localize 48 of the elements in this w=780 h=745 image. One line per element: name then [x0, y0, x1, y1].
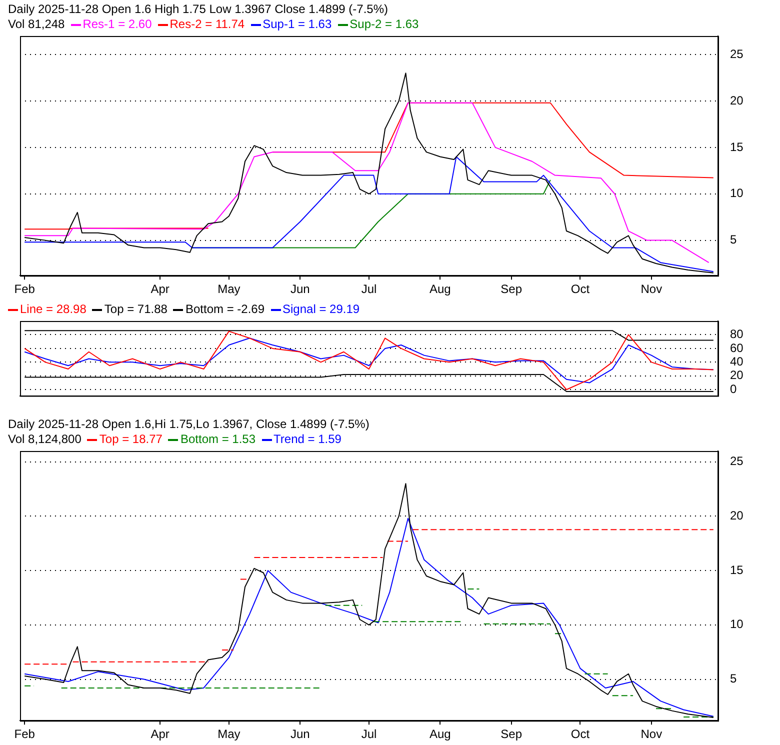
x-tick-label: Jul — [361, 727, 377, 742]
legend-label: Line = 28.98 — [20, 302, 86, 316]
legend-label: Top = 18.77 — [99, 432, 162, 446]
legend-label: Res-2 = 11.74 — [170, 17, 245, 31]
x-tick-label: Apr — [150, 727, 170, 742]
y-tick-label: 20 — [730, 368, 744, 382]
legend-label: Trend = 1.59 — [274, 432, 342, 446]
y-tick-label: 80 — [730, 327, 744, 342]
y-tick-label: 20 — [730, 508, 744, 523]
x-tick-label: May — [218, 282, 240, 296]
y-tick-label: 15 — [730, 140, 744, 154]
y-tick-label: 20 — [730, 93, 744, 108]
y-tick-label: 5 — [730, 672, 737, 686]
x-tick-label: Oct — [570, 282, 590, 296]
y-tick-label: 60 — [730, 340, 744, 355]
x-tick-label: Sep — [500, 727, 522, 742]
y-tick-label: 40 — [730, 354, 744, 368]
y-tick-label: 25 — [730, 46, 744, 61]
legend-label: Res-1 = 2.60 — [82, 17, 152, 31]
chart-title: Daily 2025-11-28 Open 1.6 High 1.75 Low 1.3967 Close 1.4899 (-7.5%) — [8, 2, 390, 17]
chart-title: Daily 2025-11-28 Open 1.6,Hi 1.75,Lo 1.3967, Close 1.4899 (-7.5%) — [8, 417, 370, 432]
x-tick-label: Feb — [14, 727, 36, 742]
y-tick-label: 10 — [730, 617, 744, 632]
x-tick-label: Jul — [361, 282, 377, 296]
x-tick-label: Apr — [150, 282, 170, 296]
y-tick-label: 25 — [730, 454, 744, 468]
legend-label: Sup-2 = 1.63 — [350, 17, 419, 31]
legend-label: Top = 71.88 — [104, 302, 168, 316]
text: Vol 81,248 — [8, 17, 65, 31]
x-tick-label: Sep — [500, 282, 522, 296]
legend-label: Bottom = 1.53 — [180, 432, 256, 446]
legend-label: Sup-1 = 1.63 — [262, 17, 332, 31]
text: Vol 8,124,800 — [8, 432, 82, 446]
x-tick-label: Jun — [290, 282, 310, 296]
y-tick-label: 10 — [730, 186, 744, 200]
x-tick-label: Oct — [570, 727, 590, 742]
x-tick-label: Aug — [430, 727, 451, 742]
y-tick-label: 5 — [730, 232, 737, 247]
legend-label: Bottom = -2.69 — [185, 302, 265, 316]
x-tick-label: Aug — [430, 282, 451, 296]
x-tick-label: Jun — [290, 727, 310, 742]
x-tick-label: Nov — [640, 727, 662, 742]
y-tick-label: 15 — [730, 562, 744, 577]
x-tick-label: Nov — [640, 282, 662, 296]
y-tick-label: 0 — [730, 382, 737, 396]
legend-label: Signal = 29.19 — [282, 302, 360, 316]
x-tick-label: Feb — [14, 282, 36, 296]
x-tick-label: May — [218, 727, 240, 742]
